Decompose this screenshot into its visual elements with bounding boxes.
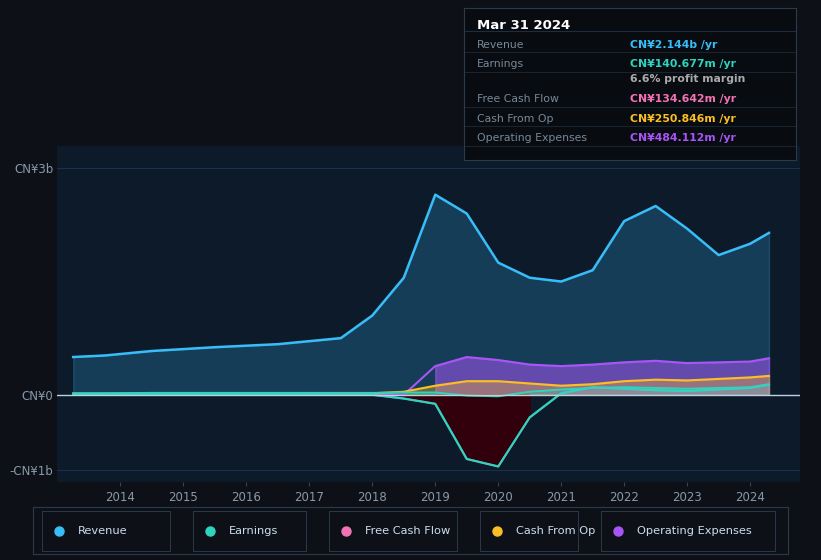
Text: CN¥484.112m /yr: CN¥484.112m /yr [631, 133, 736, 143]
Text: Operating Expenses: Operating Expenses [637, 526, 752, 535]
Text: CN¥134.642m /yr: CN¥134.642m /yr [631, 94, 736, 104]
Text: Mar 31 2024: Mar 31 2024 [477, 19, 571, 32]
Text: Revenue: Revenue [78, 526, 128, 535]
Text: Earnings: Earnings [477, 59, 525, 69]
Text: 6.6% profit margin: 6.6% profit margin [631, 74, 745, 85]
Text: CN¥2.144b /yr: CN¥2.144b /yr [631, 40, 718, 50]
Text: Earnings: Earnings [229, 526, 278, 535]
Text: Cash From Op: Cash From Op [477, 114, 553, 124]
Text: Cash From Op: Cash From Op [516, 526, 595, 535]
Text: CN¥250.846m /yr: CN¥250.846m /yr [631, 114, 736, 124]
Text: Operating Expenses: Operating Expenses [477, 133, 587, 143]
Text: CN¥140.677m /yr: CN¥140.677m /yr [631, 59, 736, 69]
Text: Revenue: Revenue [477, 40, 525, 50]
Text: Free Cash Flow: Free Cash Flow [365, 526, 451, 535]
Text: Free Cash Flow: Free Cash Flow [477, 94, 559, 104]
